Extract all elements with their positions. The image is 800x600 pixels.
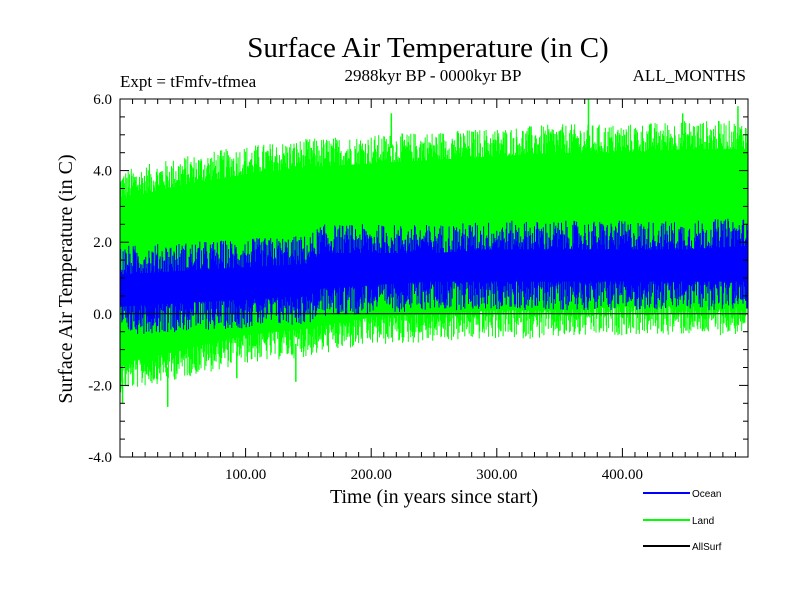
chart-title: Surface Air Temperature (in C): [247, 32, 608, 64]
y-tick-label: 4.0: [93, 164, 112, 180]
legend-label-ocean: Ocean: [692, 489, 721, 500]
x-tick-label: 100.00: [225, 467, 266, 483]
x-axis-label: Time (in years since start): [330, 486, 538, 508]
x-tick-label: 400.00: [602, 467, 643, 483]
ocean-trace: [120, 218, 748, 334]
time-range-label: 2988kyr BP - 0000kyr BP: [345, 66, 522, 85]
y-axis-label: Surface Air Temperature (in C): [55, 154, 77, 403]
x-tick-label: 300.00: [476, 467, 517, 483]
y-tick-label: -2.0: [88, 378, 112, 394]
axes: 100.00 200.00 300.00 400.00 -4.0 -2.0 0.0 2.0 4.…: [88, 92, 749, 483]
legend-label-land: Land: [692, 516, 714, 527]
x-tick-label: 200.00: [351, 467, 392, 483]
y-tick-label: -4.0: [88, 450, 112, 466]
y-tick-label: 0.0: [93, 307, 112, 323]
legend: Ocean Land AllSurf: [643, 489, 722, 553]
months-label: ALL_MONTHS: [633, 66, 746, 85]
y-tick-label: 6.0: [93, 92, 112, 108]
ocean-series: [120, 218, 748, 334]
experiment-label: Expt = tFmfv-tfmea: [120, 72, 257, 91]
legend-label-allsurf: AllSurf: [692, 542, 722, 553]
y-tick-label: 2.0: [93, 235, 112, 251]
